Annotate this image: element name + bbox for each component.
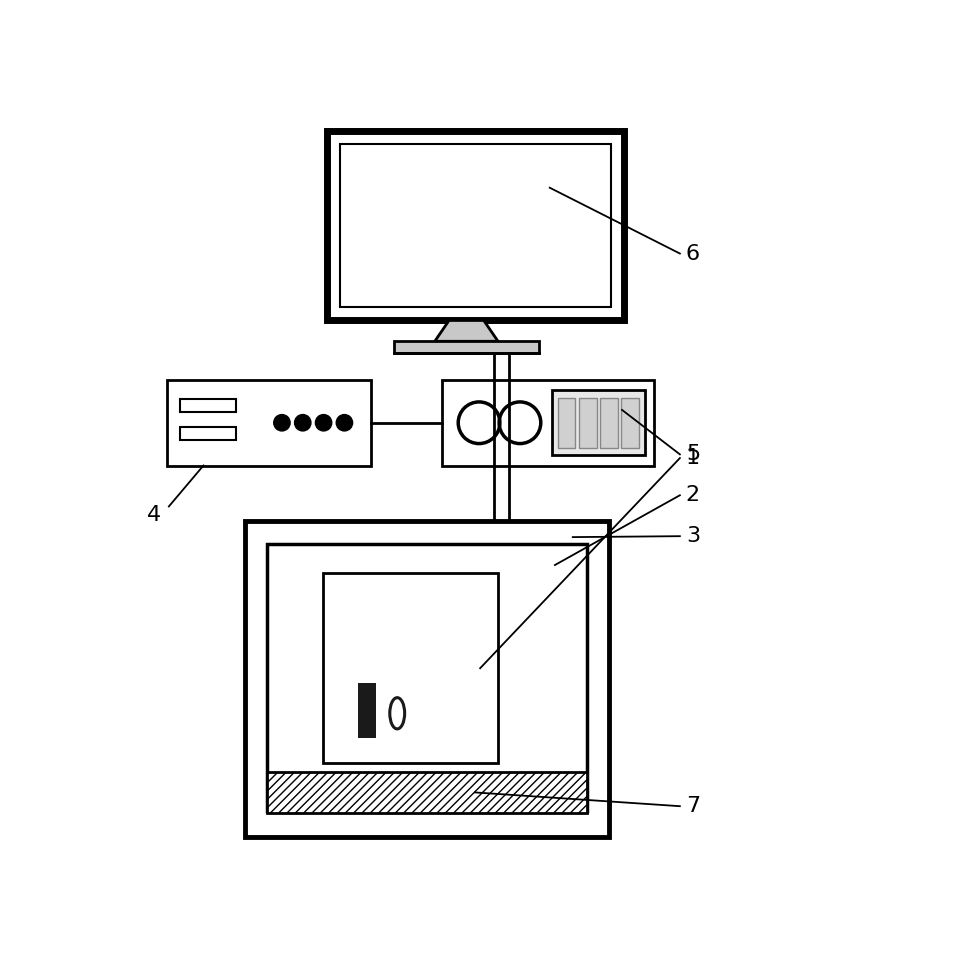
Bar [600,398,618,448]
Bar [180,427,236,440]
Bar [558,398,576,448]
Circle shape [316,414,332,431]
Text: 2: 2 [686,485,700,505]
Bar [621,398,639,448]
Bar [394,341,539,354]
Bar [340,144,611,307]
Bar [180,399,236,412]
Circle shape [336,414,352,431]
Bar [442,380,653,466]
Bar [326,130,624,321]
Text: 3: 3 [686,526,700,546]
Circle shape [294,414,311,431]
Bar [357,683,377,738]
Bar [579,398,596,448]
Text: 6: 6 [686,243,700,264]
Bar [245,522,609,838]
Bar [322,574,498,763]
Ellipse shape [389,697,405,729]
Bar [267,772,586,812]
Bar [552,390,645,455]
Polygon shape [435,321,498,341]
Text: 4: 4 [148,505,161,526]
Bar [267,544,586,811]
Text: 7: 7 [686,796,700,816]
Bar [167,380,371,466]
Text: 1: 1 [686,448,700,469]
Text: 5: 5 [686,444,700,465]
Circle shape [274,414,290,431]
